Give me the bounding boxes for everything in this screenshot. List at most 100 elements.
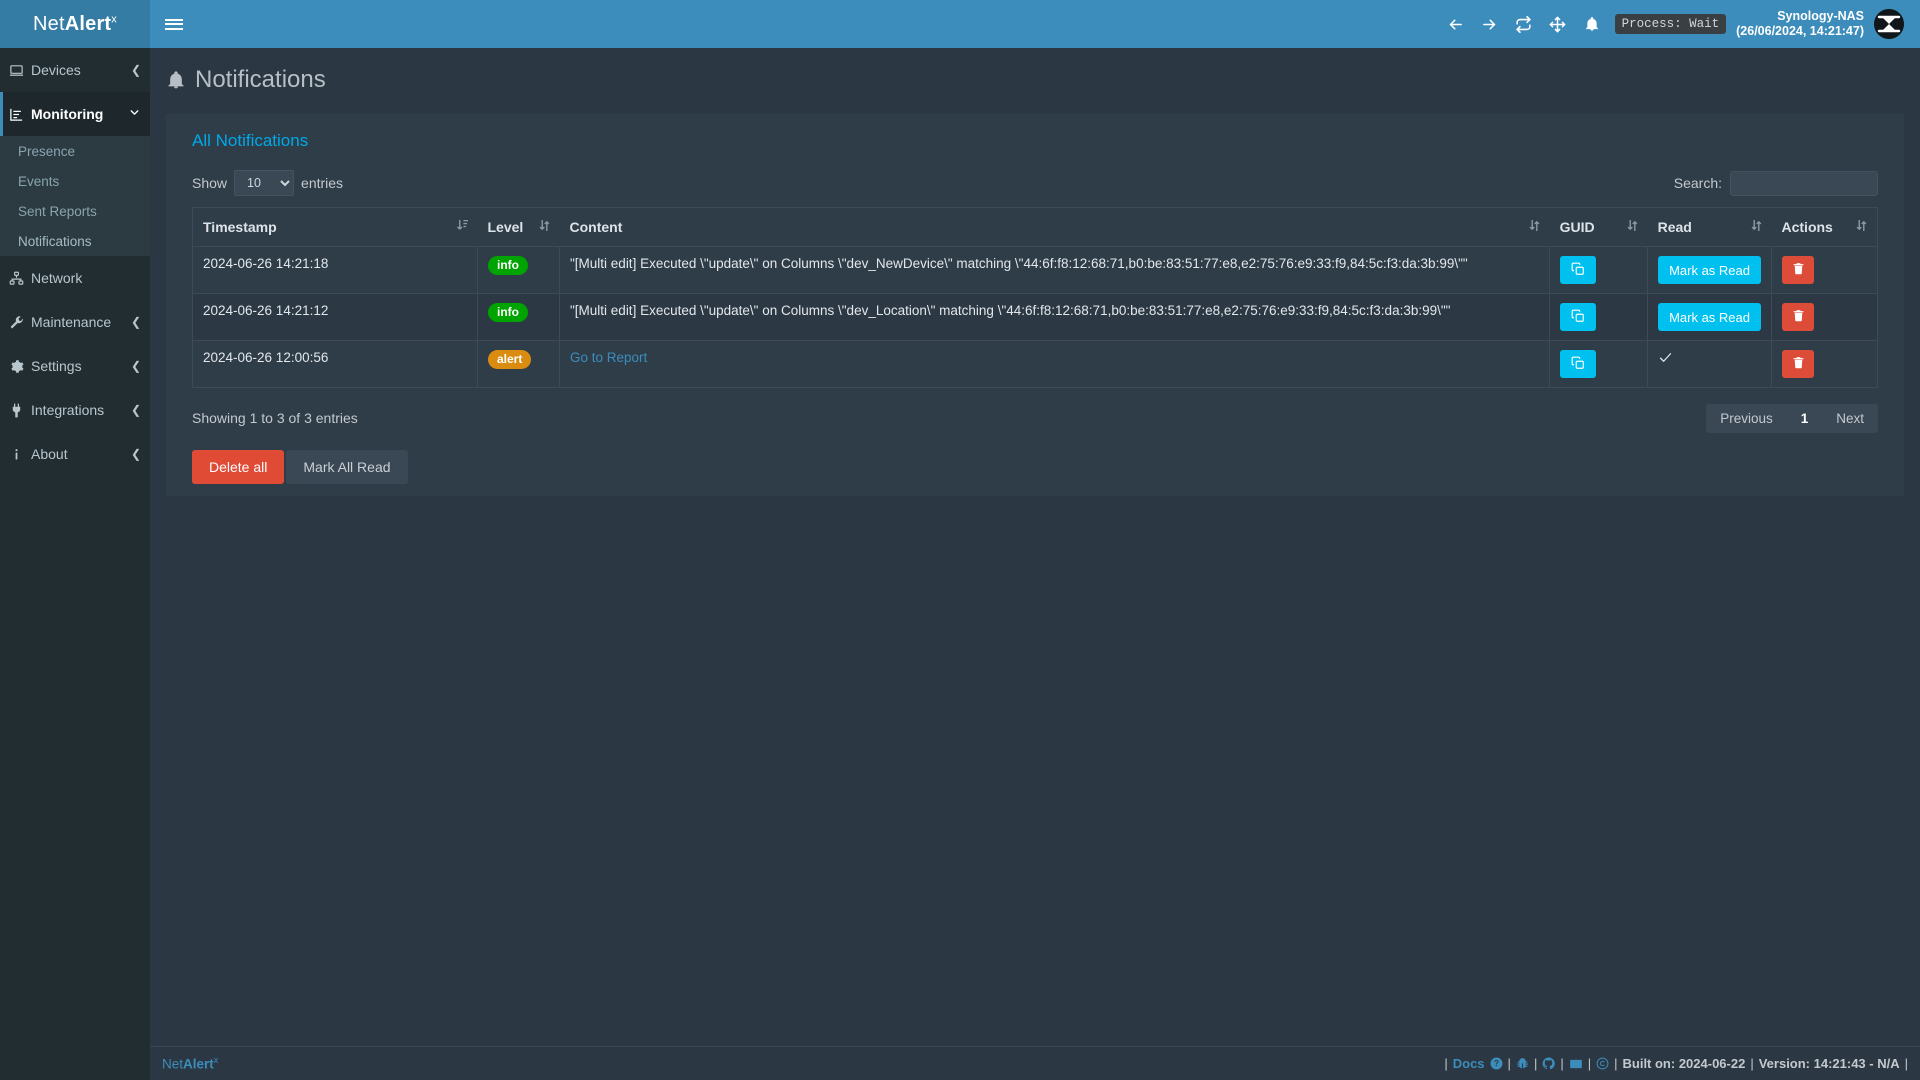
column-label: Timestamp	[203, 219, 277, 235]
cell-guid	[1549, 246, 1648, 294]
bell-icon	[166, 70, 186, 90]
docs-link[interactable]: Docs	[1452, 1056, 1485, 1071]
wrench-icon	[9, 315, 31, 330]
go-to-report-link[interactable]: Go to Report	[570, 350, 648, 365]
content-area: Notifications All Notifications Show 10 …	[150, 48, 1920, 1030]
info-icon	[9, 447, 31, 462]
sort-icon	[1515, 219, 1540, 235]
menu-toggle-button[interactable]	[150, 0, 198, 48]
chevron-left-icon: ❮	[130, 403, 141, 417]
pagination-next[interactable]: Next	[1836, 410, 1864, 426]
footer-separator: |	[1560, 1056, 1564, 1071]
sidebar-item-settings[interactable]: Settings ❮	[0, 344, 150, 388]
copy-guid-button[interactable]	[1560, 256, 1597, 284]
delete-all-button[interactable]: Delete all	[192, 450, 285, 484]
hamburger-bar	[165, 27, 183, 30]
cell-guid	[1549, 293, 1648, 341]
footer: NetAlertx | Docs ? | | | | | Built on: 2…	[150, 1046, 1920, 1080]
move-icon[interactable]	[1541, 0, 1575, 48]
question-circle-icon[interactable]: ?	[1490, 1057, 1503, 1070]
cell-actions	[1771, 293, 1878, 341]
brand-light: Net	[32, 12, 65, 35]
table-row[interactable]: 2024-06-26 14:21:18 info "[Multi edit] E…	[192, 246, 1878, 294]
arrow-left-icon[interactable]	[1439, 0, 1473, 48]
datatable-controls: Show 10 25 50 100 entries Search:	[192, 163, 1878, 203]
bug-icon[interactable]	[1516, 1057, 1529, 1070]
column-header-actions[interactable]: Actions	[1771, 207, 1878, 247]
sidebar-item-monitoring[interactable]: Monitoring	[0, 92, 150, 136]
column-header-read[interactable]: Read	[1647, 207, 1772, 247]
column-header-level[interactable]: Level	[477, 207, 560, 247]
column-header-timestamp[interactable]: Timestamp	[192, 207, 478, 247]
search-input[interactable]	[1730, 170, 1878, 196]
sidebar-item-network[interactable]: Network	[0, 256, 150, 300]
arrow-right-icon[interactable]	[1473, 0, 1507, 48]
table-body: 2024-06-26 14:21:18 info "[Multi edit] E…	[192, 246, 1878, 388]
mark-as-read-button[interactable]: Mark as Read	[1658, 303, 1761, 331]
envelope-icon[interactable]	[1569, 1057, 1583, 1071]
footer-brand-light: Net	[162, 1056, 184, 1072]
sidebar-item-sent-reports[interactable]: Sent Reports	[0, 196, 150, 226]
sidebar-item-events[interactable]: Events	[0, 166, 150, 196]
pagination-page-1[interactable]: 1	[1800, 410, 1809, 426]
delete-row-button[interactable]	[1782, 303, 1814, 331]
footer-separator: |	[1444, 1056, 1448, 1071]
copy-guid-button[interactable]	[1560, 303, 1597, 331]
sidebar-label: About	[31, 446, 68, 462]
column-header-guid[interactable]: GUID	[1549, 207, 1648, 247]
svg-text:?: ?	[1494, 1059, 1499, 1068]
notifications-table: Timestamp Level	[192, 207, 1878, 388]
footer-separator: |	[1587, 1056, 1592, 1071]
plug-icon	[9, 403, 31, 418]
navbar-right-group: Process: Wait Synology-NAS (26/06/2024, …	[1439, 0, 1920, 48]
footer-brand[interactable]: NetAlertx	[162, 1055, 218, 1072]
cell-level: alert	[477, 340, 560, 388]
delete-row-button[interactable]	[1782, 256, 1814, 284]
search-control: Search:	[1674, 170, 1878, 196]
read-check-icon	[1658, 352, 1673, 369]
github-icon[interactable]	[1542, 1057, 1556, 1070]
top-navbar: NetAlertx Process: Wait Synology-NAS (26…	[0, 0, 1920, 48]
copy-guid-button[interactable]	[1560, 350, 1597, 378]
table-row[interactable]: 2024-06-26 12:00:56 alert Go to Report	[192, 340, 1878, 388]
delete-row-button[interactable]	[1782, 350, 1814, 378]
bell-icon[interactable]	[1575, 0, 1609, 48]
sidebar-item-presence[interactable]: Presence	[0, 136, 150, 166]
sidebar-item-about[interactable]: About ❮	[0, 432, 150, 476]
page-title: Notifications	[150, 48, 1920, 94]
brand-logo[interactable]: NetAlertx	[0, 0, 150, 48]
cell-guid	[1549, 340, 1648, 388]
footer-brand-bold: Alert	[183, 1056, 214, 1072]
column-header-content[interactable]: Content	[559, 207, 1550, 247]
device-time: (26/06/2024, 14:21:47)	[1736, 24, 1864, 38]
sidebar-item-notifications[interactable]: Notifications	[0, 226, 150, 256]
cell-content: Go to Report	[558, 340, 1550, 388]
sidebar-item-maintenance[interactable]: Maintenance ❮	[0, 300, 150, 344]
chevron-left-icon: ❮	[130, 63, 141, 77]
mark-all-read-button[interactable]: Mark All Read	[286, 450, 408, 484]
table-info: Showing 1 to 3 of 3 entries	[192, 410, 358, 426]
table-row[interactable]: 2024-06-26 14:21:12 info "[Multi edit] E…	[192, 293, 1878, 341]
column-label: GUID	[1559, 219, 1595, 235]
gear-icon	[9, 359, 31, 374]
table-header-row: Timestamp Level	[192, 207, 1878, 247]
avatar[interactable]	[1874, 9, 1904, 39]
sidebar-item-integrations[interactable]: Integrations ❮	[0, 388, 150, 432]
footer-right: | Docs ? | | | | | Built on: 2024-06-22 …	[1444, 1056, 1908, 1071]
sidebar-item-devices[interactable]: Devices ❮	[0, 48, 150, 92]
mark-as-read-button[interactable]: Mark as Read	[1658, 256, 1761, 284]
box-title: All Notifications	[192, 131, 309, 150]
status-badge: info	[488, 256, 528, 275]
table-head: Timestamp Level	[192, 207, 1878, 247]
datatable-footer: Showing 1 to 3 of 3 entries Previous 1 N…	[192, 402, 1878, 434]
hamburger-bar	[165, 18, 183, 21]
page-length-select[interactable]: 10 25 50 100	[234, 170, 295, 196]
copyright-icon[interactable]	[1596, 1057, 1609, 1070]
cell-timestamp: 2024-06-26 14:21:12	[192, 293, 478, 341]
built-on-text: Built on: 2024-06-22	[1622, 1056, 1746, 1071]
sidebar-label: Integrations	[31, 402, 105, 418]
hamburger-bar	[165, 23, 183, 25]
pagination-previous[interactable]: Previous	[1720, 410, 1773, 426]
refresh-icon[interactable]	[1507, 0, 1541, 48]
cell-read	[1647, 340, 1772, 388]
